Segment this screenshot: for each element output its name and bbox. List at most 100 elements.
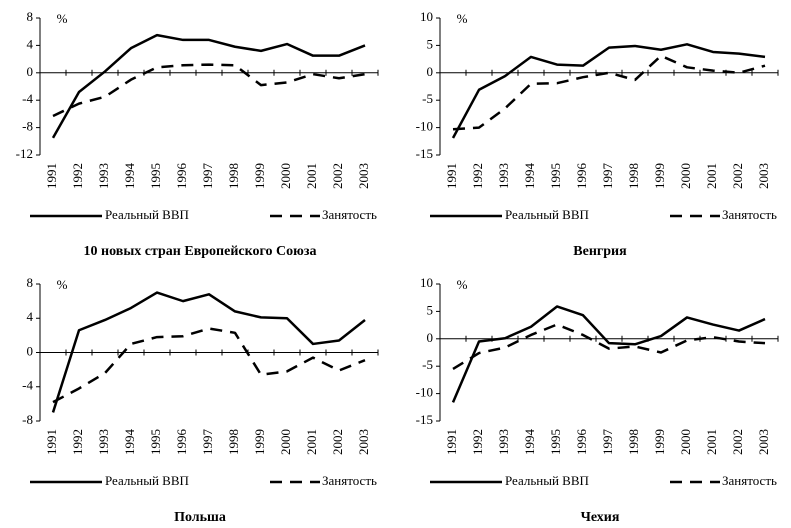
x-tick-label: 1998 bbox=[226, 429, 241, 455]
y-tick-label: -4 bbox=[22, 378, 33, 393]
series-line bbox=[52, 63, 366, 118]
x-tick-label: 1993 bbox=[496, 163, 511, 189]
series-line bbox=[51, 33, 366, 139]
x-tick-label: 1999 bbox=[652, 163, 667, 189]
x-tick-label: 1998 bbox=[626, 429, 641, 455]
y-tick-label: 8 bbox=[27, 275, 34, 290]
legend-label: Реальный ВВП bbox=[505, 473, 589, 488]
x-tick-label: 1993 bbox=[496, 429, 511, 455]
y-tick-label: 5 bbox=[427, 36, 434, 51]
series-line bbox=[451, 305, 766, 403]
x-tick-label: 1999 bbox=[652, 429, 667, 455]
y-tick-label: 0 bbox=[27, 64, 34, 79]
x-tick-label: 1997 bbox=[600, 163, 615, 190]
y-tick-label: -10 bbox=[416, 119, 433, 134]
y-tick-label: -12 bbox=[16, 146, 33, 161]
y-tick-label: -5 bbox=[422, 357, 433, 372]
x-tick-label: 2002 bbox=[330, 429, 345, 455]
x-tick-label: 2003 bbox=[756, 429, 771, 455]
x-tick-label: 1998 bbox=[626, 163, 641, 189]
chart-title: 10 новых стран Европейского Союза bbox=[84, 244, 317, 259]
x-tick-label: 1995 bbox=[148, 163, 163, 189]
x-tick-label: 1999 bbox=[252, 429, 267, 455]
x-tick-label: 2001 bbox=[704, 429, 719, 455]
x-tick-label: 1999 bbox=[252, 163, 267, 189]
y-tick-label: -4 bbox=[22, 91, 33, 106]
chart-title: Венгрия bbox=[573, 244, 627, 259]
y-axis-label: % bbox=[457, 11, 468, 26]
y-tick-label: -5 bbox=[422, 91, 433, 106]
y-tick-label: 10 bbox=[420, 9, 433, 24]
x-tick-label: 1995 bbox=[548, 163, 563, 189]
x-tick-label: 2002 bbox=[730, 163, 745, 189]
series-line bbox=[451, 43, 766, 139]
x-tick-label: 1995 bbox=[548, 429, 563, 455]
legend-label: Занятость bbox=[722, 207, 777, 222]
y-tick-label: 0 bbox=[427, 64, 434, 79]
y-axis-label: % bbox=[457, 277, 468, 292]
x-tick-label: 1991 bbox=[44, 163, 59, 189]
x-tick-label: 1996 bbox=[174, 429, 189, 456]
x-tick-label: 1994 bbox=[122, 429, 137, 456]
x-tick-label: 1996 bbox=[574, 429, 589, 456]
y-axis-label: % bbox=[57, 277, 68, 292]
x-tick-label: 1993 bbox=[96, 429, 111, 455]
y-tick-label: 10 bbox=[420, 275, 433, 290]
legend-label: Занятость bbox=[722, 473, 777, 488]
x-tick-label: 1997 bbox=[200, 163, 215, 190]
legend-label: Занятость bbox=[322, 207, 377, 222]
legend-label: Реальный ВВП bbox=[105, 207, 189, 222]
series-line bbox=[52, 327, 366, 404]
y-tick-label: 4 bbox=[27, 36, 34, 51]
x-tick-label: 1995 bbox=[148, 429, 163, 455]
y-tick-label: 8 bbox=[27, 9, 34, 24]
x-tick-label: 2000 bbox=[678, 429, 693, 455]
x-tick-label: 2000 bbox=[678, 163, 693, 189]
x-tick-label: 2003 bbox=[756, 163, 771, 189]
y-tick-label: 0 bbox=[427, 330, 434, 345]
x-tick-label: 2001 bbox=[304, 429, 319, 455]
x-tick-label: 1992 bbox=[70, 429, 85, 455]
legend-label: Занятость bbox=[322, 473, 377, 488]
y-tick-label: 4 bbox=[27, 309, 34, 324]
x-tick-label: 1993 bbox=[96, 163, 111, 189]
legend-label: Реальный ВВП bbox=[505, 207, 589, 222]
x-tick-label: 1994 bbox=[122, 163, 137, 190]
x-tick-label: 1994 bbox=[522, 163, 537, 190]
y-tick-label: 0 bbox=[27, 343, 34, 358]
chart-title: Польша bbox=[174, 510, 226, 525]
x-tick-label: 2003 bbox=[356, 163, 371, 189]
x-tick-label: 2002 bbox=[330, 163, 345, 189]
y-tick-label: -15 bbox=[416, 146, 433, 161]
x-tick-label: 2000 bbox=[278, 429, 293, 455]
x-tick-label: 1997 bbox=[600, 429, 615, 456]
y-tick-label: -10 bbox=[416, 385, 433, 400]
y-tick-label: -15 bbox=[416, 412, 433, 427]
x-tick-label: 1992 bbox=[470, 429, 485, 455]
series-line bbox=[51, 291, 366, 413]
x-tick-label: 1996 bbox=[174, 163, 189, 190]
y-tick-label: -8 bbox=[22, 412, 33, 427]
x-tick-label: 1991 bbox=[44, 429, 59, 455]
x-tick-label: 2000 bbox=[278, 163, 293, 189]
x-tick-label: 1997 bbox=[200, 429, 215, 456]
x-tick-label: 1996 bbox=[574, 163, 589, 190]
legend-label: Реальный ВВП bbox=[105, 473, 189, 488]
x-tick-label: 1994 bbox=[522, 429, 537, 456]
x-tick-label: 2001 bbox=[304, 163, 319, 189]
x-tick-label: 1992 bbox=[70, 163, 85, 189]
x-tick-label: 2003 bbox=[356, 429, 371, 455]
x-tick-label: 1992 bbox=[470, 163, 485, 189]
series-line bbox=[452, 323, 766, 371]
y-axis-label: % bbox=[57, 11, 68, 26]
x-tick-label: 2001 bbox=[704, 163, 719, 189]
y-tick-label: -8 bbox=[22, 119, 33, 134]
x-tick-label: 1991 bbox=[444, 163, 459, 189]
x-tick-label: 1998 bbox=[226, 163, 241, 189]
chart-title: Чехия bbox=[581, 510, 620, 525]
x-tick-label: 2002 bbox=[730, 429, 745, 455]
x-tick-label: 1991 bbox=[444, 429, 459, 455]
y-tick-label: 5 bbox=[427, 302, 434, 317]
